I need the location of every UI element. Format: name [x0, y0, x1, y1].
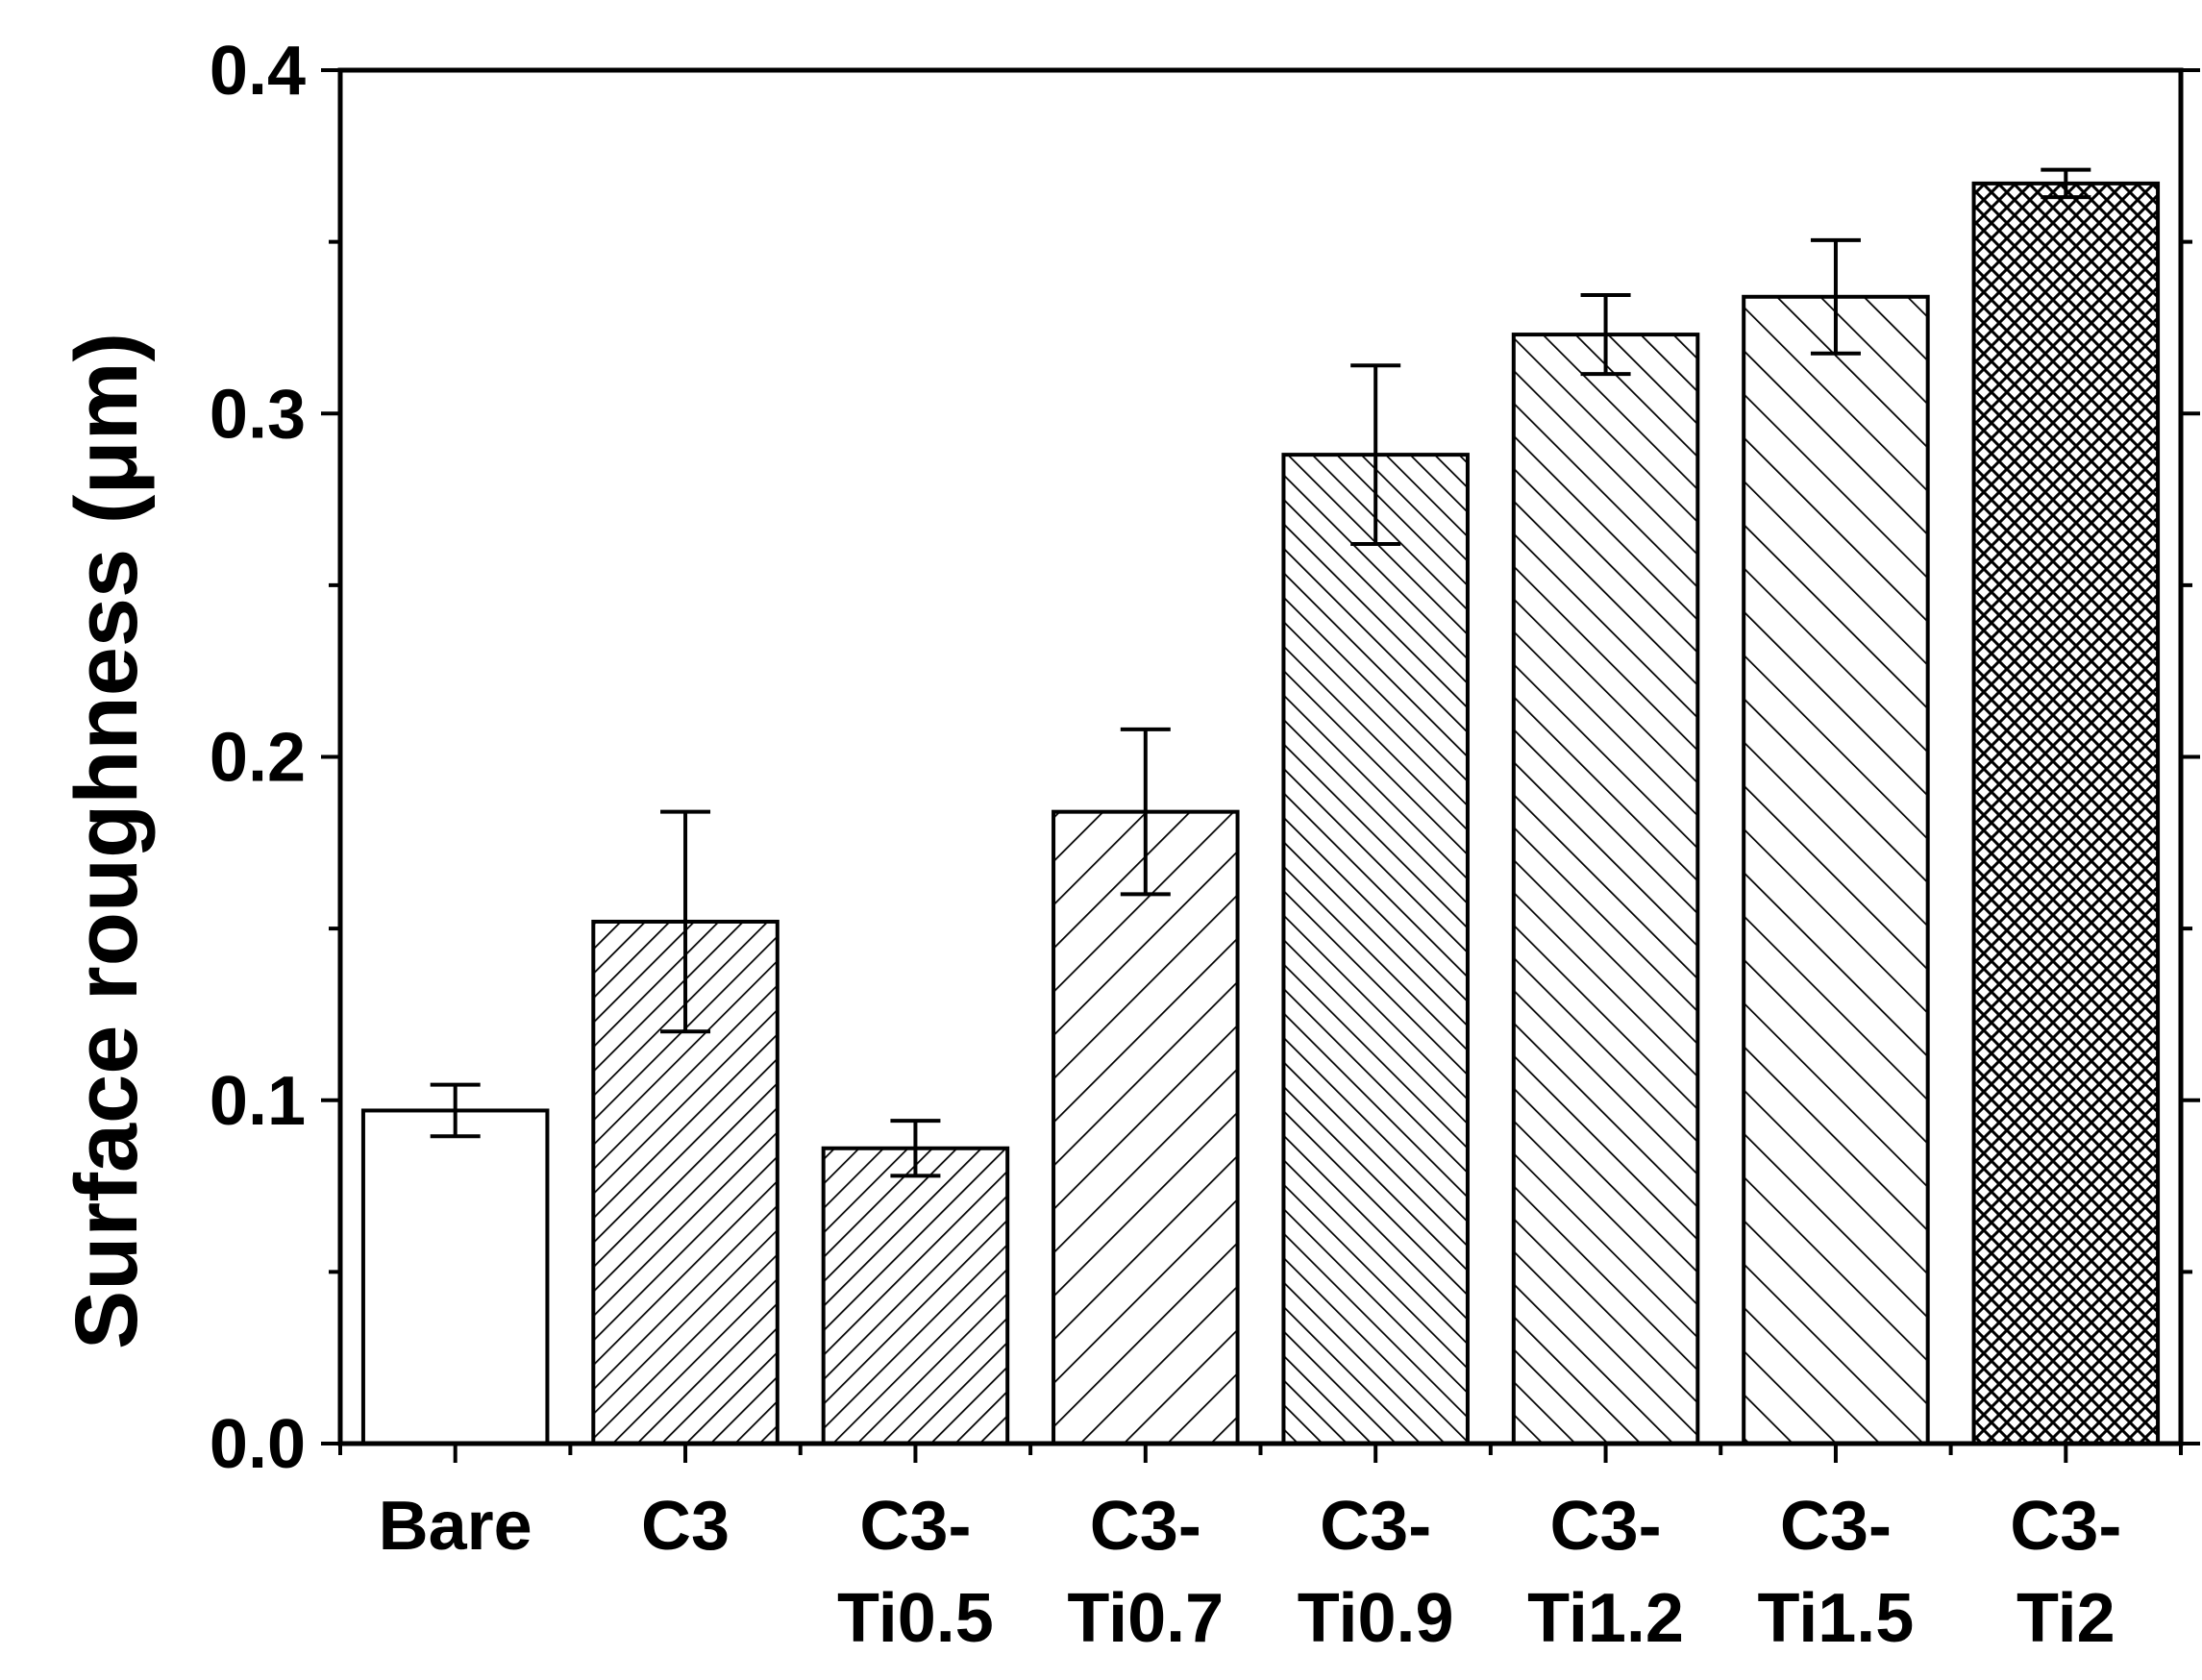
x-tick-label: Ti1.2 [1527, 1580, 1684, 1657]
plot-frame [337, 67, 2184, 1446]
x-tick-label: Ti1.5 [1758, 1580, 1915, 1657]
x-tick-label: Bare [379, 1488, 532, 1565]
x-tick-label: C3- [2010, 1488, 2121, 1565]
error-bar [890, 1119, 941, 1178]
error-bar [660, 809, 711, 1034]
y-tick-label: 0.4 [210, 33, 306, 110]
x-tick-label: C3- [1550, 1488, 1662, 1565]
error-bars [430, 167, 2091, 1178]
error-bar [2041, 167, 2091, 200]
bar [1511, 333, 1700, 1445]
x-tick-label: C3- [1320, 1488, 1431, 1565]
x-tick-label: Ti0.5 [837, 1580, 994, 1657]
error-bar [1580, 292, 1631, 377]
x-tick-label: C3- [1780, 1488, 1892, 1565]
error-bar [430, 1082, 481, 1139]
x-tick-label: Ti2 [2016, 1580, 2115, 1657]
x-tick-label: C3 [641, 1488, 730, 1565]
y-tick-label: 0.2 [210, 720, 306, 797]
bar [1052, 809, 1240, 1445]
x-tick-label: C3- [859, 1488, 971, 1565]
y-tick-label: 0.0 [210, 1406, 306, 1483]
bar [1971, 181, 2161, 1446]
bar [1742, 294, 1930, 1445]
bar [360, 1108, 550, 1446]
y-tick-label: 0.1 [210, 1063, 306, 1140]
x-tick-label: C3- [1090, 1488, 1201, 1565]
tick-labels: 0.0 0.1 0.2 0.3 0.4 Bare C3 C3- Ti0.5 C3- Ti0.7 C3-… [210, 33, 2121, 1657]
bar [821, 1146, 1010, 1445]
x-tick-label: Ti0.9 [1298, 1580, 1454, 1657]
error-bar [1350, 363, 1401, 547]
y-axis-title: Surface roughness (μm) [58, 333, 156, 1349]
error-bar [1120, 727, 1171, 897]
bar [1281, 453, 1470, 1445]
error-bar [1810, 237, 1861, 356]
y-tick-label: 0.3 [210, 376, 306, 453]
x-tick-label: Ti0.7 [1067, 1580, 1224, 1657]
bars [360, 181, 2161, 1446]
